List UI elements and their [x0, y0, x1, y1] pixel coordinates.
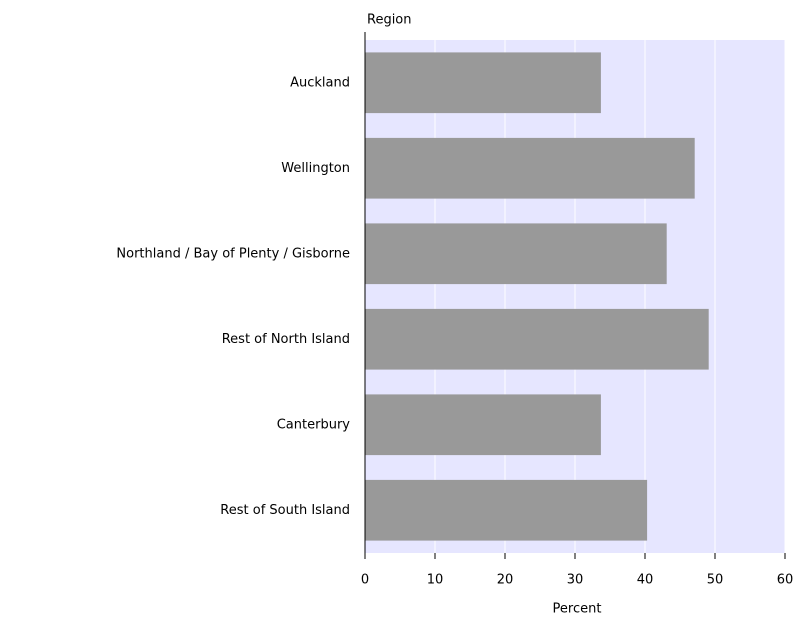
- x-tick-label: 40: [637, 573, 654, 588]
- x-tick-label: 30: [567, 573, 584, 588]
- y-tick-label: Auckland: [290, 75, 350, 90]
- bar: [365, 137, 695, 199]
- y-tick-label: Rest of South Island: [220, 503, 350, 518]
- y-tick-label: Rest of North Island: [222, 332, 350, 347]
- bar: [365, 52, 601, 114]
- bar: [365, 394, 601, 456]
- bar: [365, 308, 709, 370]
- x-tick-label: 10: [427, 573, 444, 588]
- x-tick-label: 0: [361, 573, 369, 588]
- bar: [365, 479, 648, 541]
- y-tick-label: Canterbury: [277, 417, 351, 432]
- x-axis-title: Percent: [553, 602, 602, 617]
- bar: [365, 223, 667, 285]
- x-tick-label: 50: [707, 573, 724, 588]
- x-tick-label: 20: [497, 573, 514, 588]
- bars: [365, 52, 709, 541]
- y-tick-label: Wellington: [281, 161, 350, 176]
- y-axis-title: Region: [367, 13, 412, 28]
- x-tick-label: 60: [777, 573, 794, 588]
- y-tick-label: Northland / Bay of Plenty / Gisborne: [116, 246, 350, 261]
